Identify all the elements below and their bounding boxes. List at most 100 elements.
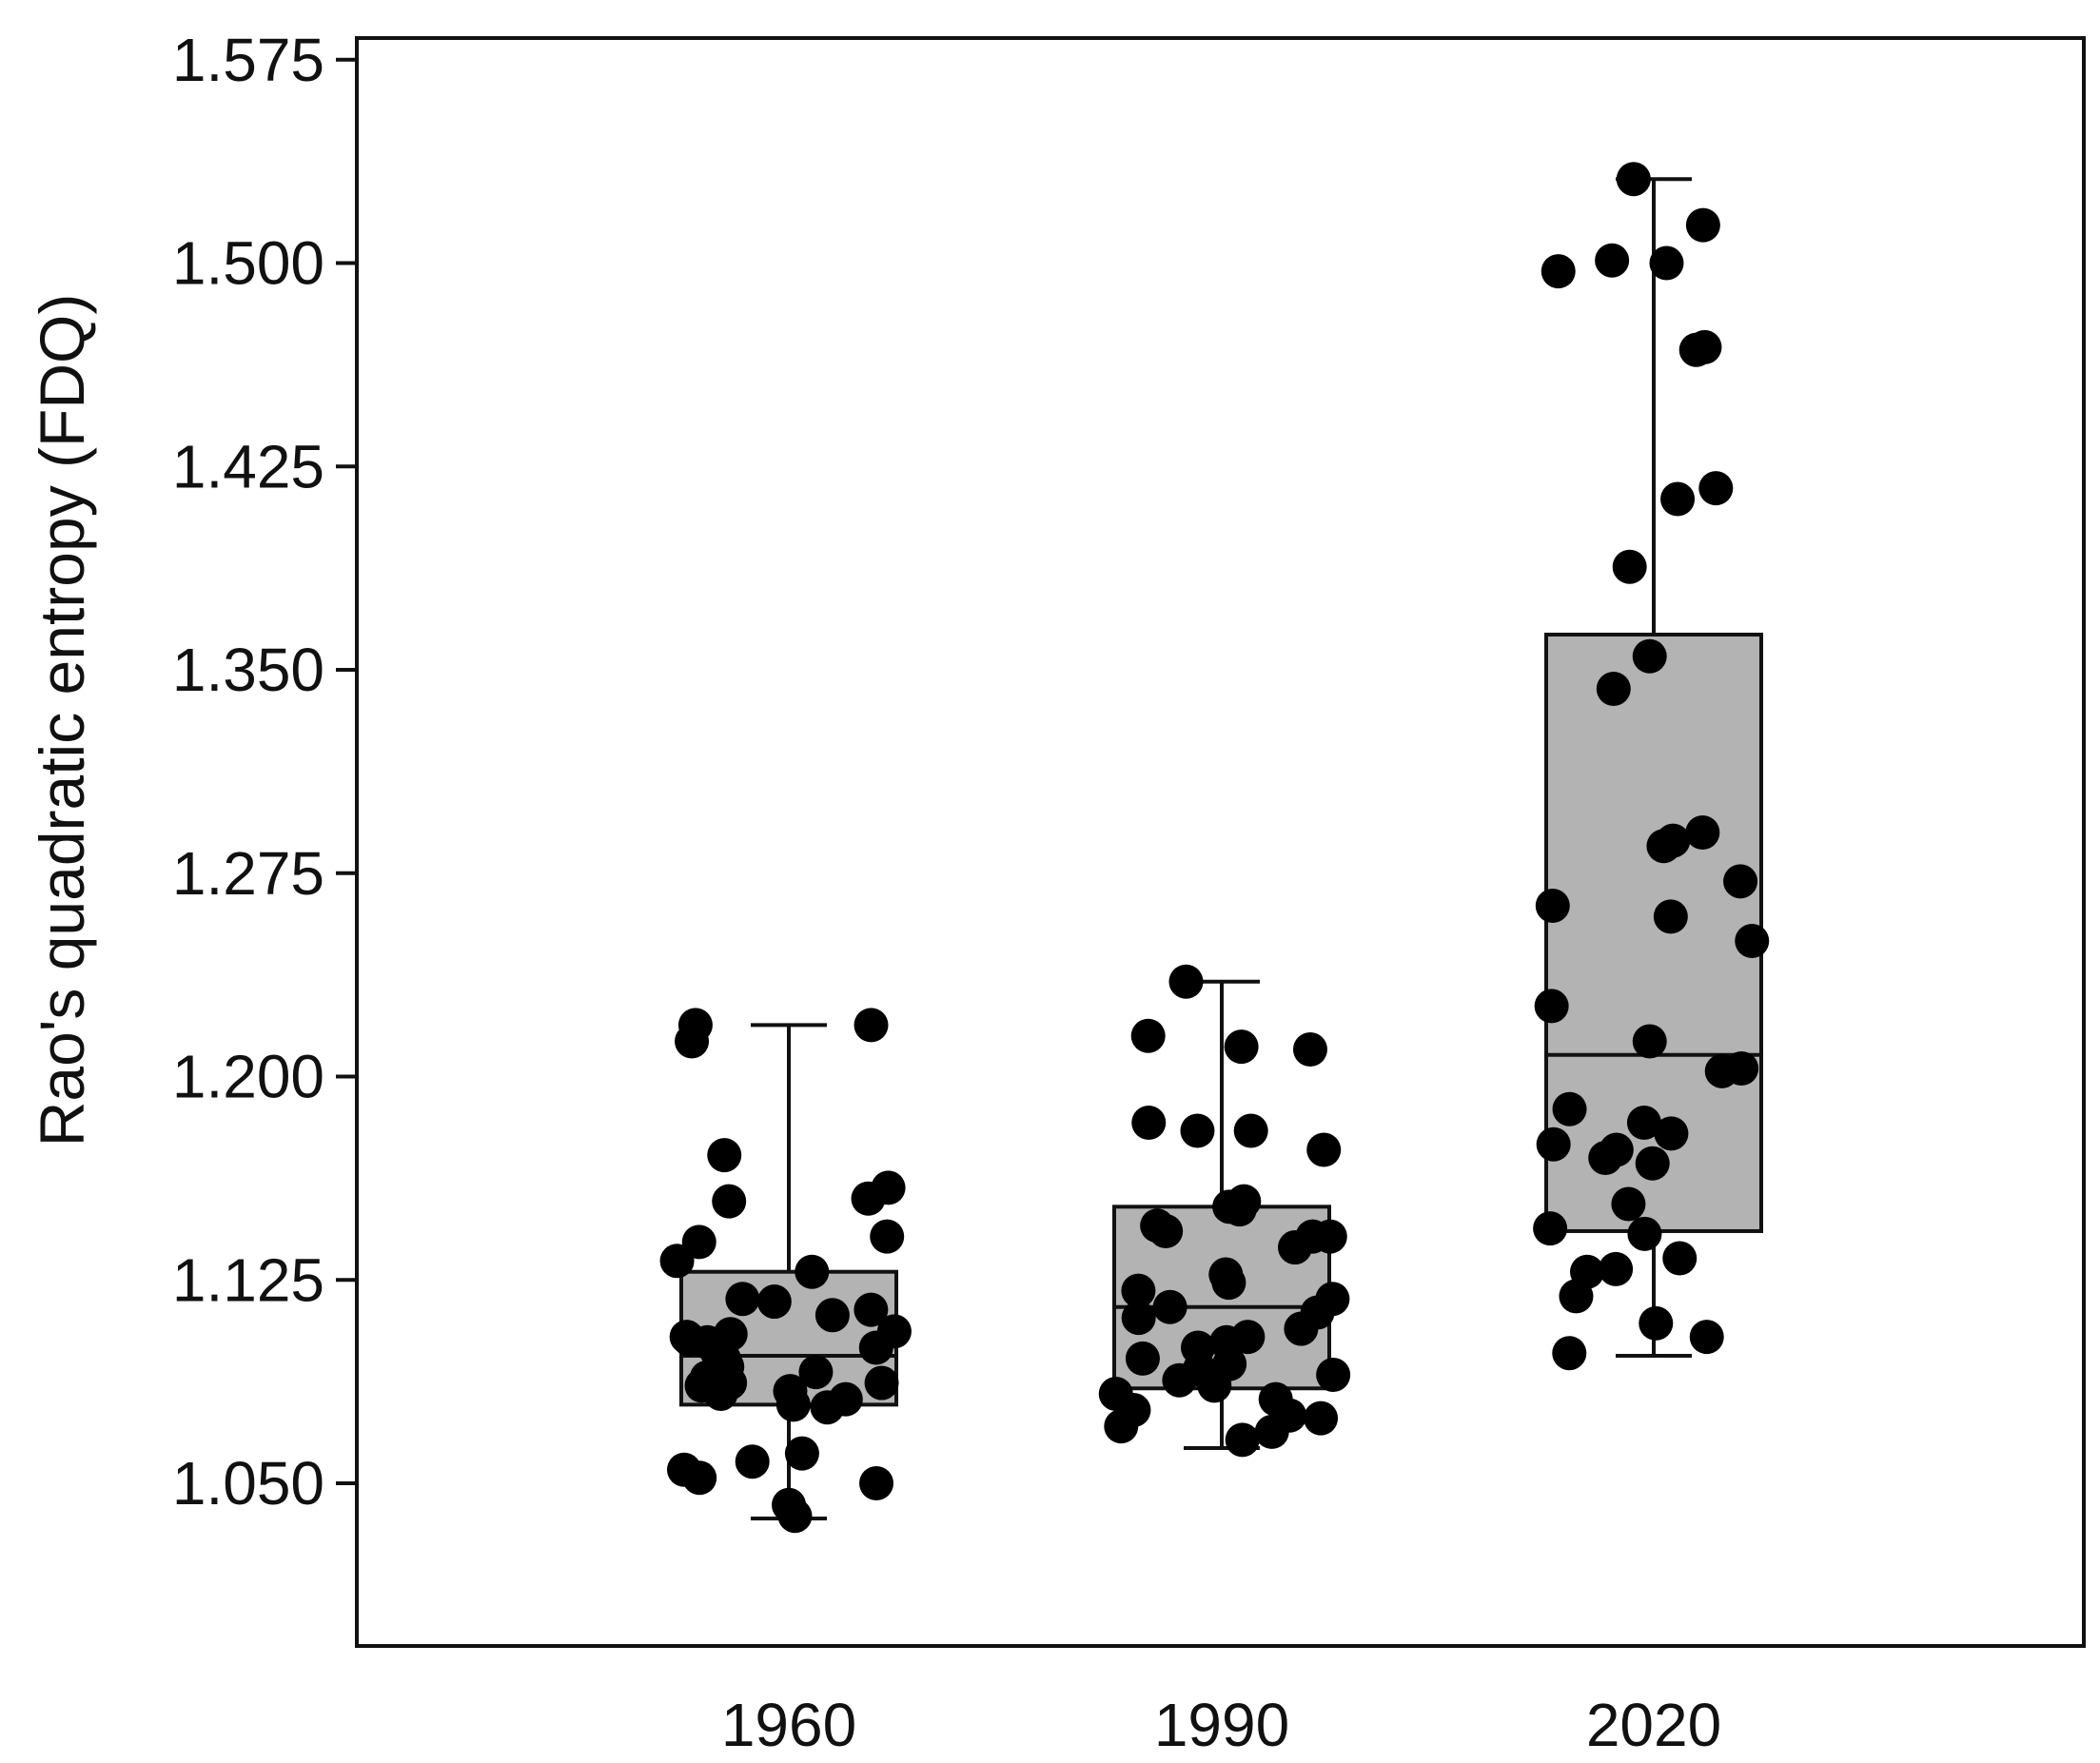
data-point-1960: [703, 1376, 738, 1411]
data-point-1990: [1304, 1401, 1339, 1436]
data-point-1960: [814, 1298, 850, 1333]
y-tick-label: 1.500: [172, 229, 324, 298]
data-point-1960: [712, 1184, 747, 1219]
data-point-1990: [1278, 1230, 1313, 1265]
data-point-2020: [1588, 1141, 1623, 1176]
data-point-1960: [784, 1436, 819, 1471]
data-point-1990: [1306, 1132, 1342, 1167]
data-point-1990: [1211, 1265, 1246, 1301]
data-point-1960: [725, 1282, 760, 1317]
data-point-1990: [1224, 1029, 1259, 1065]
x-tick-label: 2020: [1586, 1691, 1721, 1759]
data-point-2020: [1678, 332, 1714, 367]
y-tick-label: 1.350: [172, 636, 324, 704]
data-point-2020: [1552, 1091, 1587, 1126]
data-point-2020: [1649, 245, 1684, 281]
data-point-1990: [1130, 1018, 1166, 1053]
data-point-1960: [854, 1008, 889, 1043]
data-point-2020: [1646, 829, 1681, 864]
data-point-2020: [1533, 1211, 1568, 1246]
data-point-2020: [1698, 471, 1734, 506]
data-point-2020: [1595, 243, 1630, 278]
data-point-1960: [798, 1355, 834, 1390]
y-tick-label: 1.425: [172, 432, 324, 500]
data-point-1990: [1222, 1192, 1257, 1227]
data-point-2020: [1639, 1305, 1674, 1341]
data-point-2020: [1635, 1146, 1670, 1181]
data-point-2020: [1723, 864, 1758, 899]
y-tick-label: 1.125: [172, 1245, 324, 1314]
data-point-2020: [1662, 1241, 1698, 1276]
points-layer: [659, 162, 1770, 1534]
data-point-2020: [1654, 1116, 1689, 1151]
data-point-2020: [1541, 254, 1576, 289]
y-tick-label: 1.575: [172, 26, 324, 94]
y-tick-label: 1.050: [172, 1449, 324, 1518]
data-point-1960: [870, 1219, 905, 1254]
data-point-2020: [1685, 207, 1720, 243]
data-point-1990: [1162, 1362, 1197, 1398]
x-tick-label: 1990: [1154, 1691, 1289, 1759]
data-point-1960: [707, 1138, 742, 1173]
data-point-1960: [854, 1292, 889, 1327]
data-point-1960: [675, 1024, 710, 1059]
data-point-2020: [1599, 1251, 1634, 1286]
data-point-2020: [1616, 162, 1651, 197]
data-point-2020: [1612, 549, 1647, 584]
data-point-2020: [1632, 1024, 1667, 1059]
data-point-2020: [1689, 1320, 1724, 1355]
data-point-1990: [1121, 1301, 1156, 1336]
data-point-1990: [1316, 1358, 1351, 1393]
data-point-1990: [1225, 1422, 1260, 1458]
data-point-1990: [1197, 1368, 1232, 1403]
data-point-1960: [858, 1330, 893, 1365]
data-point-2020: [1552, 1336, 1587, 1371]
y-axis-title: Rao's quadratic entropy (FDQ): [27, 294, 97, 1147]
data-point-1990: [1180, 1113, 1215, 1148]
iqr-box: [1544, 632, 1763, 1233]
y-tick-label: 1.275: [172, 839, 324, 908]
data-point-2020: [1627, 1216, 1662, 1251]
data-point-1990: [1312, 1219, 1347, 1254]
x-axis: 1960 1990 2020: [721, 1691, 1721, 1759]
y-tick-label: 1.200: [172, 1043, 324, 1111]
data-point-2020: [1611, 1186, 1646, 1222]
data-point-1990: [1233, 1113, 1268, 1148]
data-point-1990: [1104, 1409, 1139, 1444]
data-point-2020: [1653, 899, 1688, 934]
data-point-1990: [1148, 1213, 1184, 1248]
data-point-2020: [1536, 1126, 1571, 1162]
data-point-1960: [851, 1181, 886, 1216]
data-point-1990: [1125, 1341, 1160, 1376]
data-point-1960: [775, 1387, 811, 1422]
data-point-2020: [1535, 888, 1570, 923]
data-point-2020: [1704, 1053, 1739, 1088]
x-tick-label: 1960: [721, 1691, 856, 1759]
data-point-2020: [1660, 481, 1696, 517]
data-point-1990: [1131, 1105, 1167, 1140]
data-point-1960: [735, 1444, 770, 1479]
data-point-2020: [1534, 989, 1569, 1024]
plot-frame: [355, 36, 2086, 1648]
data-point-1960: [810, 1390, 845, 1425]
data-point-1960: [795, 1254, 830, 1289]
data-point-1990: [1121, 1273, 1156, 1308]
data-point-2020: [1735, 924, 1770, 959]
data-point-2020: [1685, 815, 1720, 851]
data-point-1990: [1284, 1311, 1319, 1346]
data-point-1960: [682, 1460, 717, 1496]
data-point-1990: [1292, 1032, 1327, 1068]
data-point-1990: [1168, 964, 1204, 999]
data-point-1960: [659, 1244, 695, 1279]
data-point-2020: [1559, 1279, 1594, 1314]
data-point-2020: [1632, 638, 1667, 674]
data-point-1990: [1254, 1414, 1289, 1449]
data-point-1960: [777, 1499, 813, 1534]
data-point-1960: [864, 1365, 899, 1401]
data-point-1990: [1152, 1289, 1187, 1324]
data-point-1960: [756, 1284, 792, 1320]
data-point-2020: [1596, 671, 1631, 706]
y-axis: 1.050 1.125 1.200 1.275 1.350 1.425 1.500 1.575: [172, 26, 357, 1518]
data-point-1960: [859, 1466, 894, 1501]
